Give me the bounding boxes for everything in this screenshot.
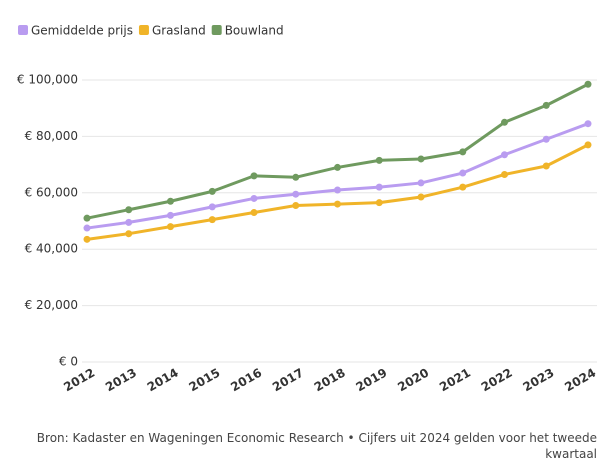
data-point (334, 163, 341, 171)
data-point (250, 209, 258, 217)
data-point (334, 200, 341, 208)
source-note: Bron: Kadaster en Wageningen Economic Re… (36, 431, 597, 461)
x-tick-label: 2022 (479, 366, 515, 395)
x-tick-label: 2023 (520, 366, 556, 395)
data-point (167, 223, 174, 231)
x-tick-label: 2018 (312, 366, 348, 395)
x-tick-label: 2021 (437, 366, 473, 395)
legend-label: Gemiddelde prijs (31, 24, 133, 38)
x-tick-label: 2015 (186, 366, 222, 395)
data-point (459, 169, 467, 177)
x-tick-label: 2016 (228, 366, 264, 395)
y-tick-label: € 100,000 (17, 73, 78, 87)
data-point (167, 197, 174, 205)
data-point (125, 230, 133, 238)
x-tick-label: 2012 (61, 366, 97, 395)
legend-swatch (211, 25, 222, 35)
data-point (501, 170, 508, 178)
x-tick-label: 2017 (270, 366, 306, 395)
data-point (584, 141, 592, 149)
data-point (125, 206, 133, 214)
x-tick-label: 2024 (562, 366, 597, 395)
data-point (83, 214, 91, 222)
x-tick-label: 2019 (353, 366, 389, 395)
data-point (250, 172, 258, 180)
data-point (83, 235, 91, 243)
data-point (417, 193, 425, 201)
y-tick-label: € 80,000 (25, 129, 78, 143)
data-point (83, 224, 91, 232)
data-point (584, 80, 592, 88)
data-point (459, 183, 467, 191)
data-point (334, 186, 341, 194)
data-point (208, 216, 216, 224)
data-point (584, 120, 592, 128)
y-tick-label: € 40,000 (25, 242, 78, 256)
data-point (125, 218, 133, 226)
x-tick-label: 2014 (145, 366, 181, 395)
x-tick-label: 2020 (395, 366, 431, 395)
data-point (250, 194, 258, 202)
data-point (167, 211, 174, 219)
x-tick-label: 2013 (103, 366, 139, 395)
legend-swatch (138, 25, 149, 35)
data-point (375, 183, 383, 191)
data-point (375, 156, 383, 164)
data-point (542, 135, 550, 143)
data-point (501, 151, 508, 159)
y-tick-label: € 20,000 (25, 298, 78, 312)
data-point (459, 148, 467, 156)
data-point (292, 201, 300, 209)
data-point (292, 173, 300, 181)
data-point (375, 199, 383, 207)
series-line (86, 122, 589, 230)
data-point (417, 155, 425, 163)
data-point (208, 187, 216, 195)
data-point (417, 179, 425, 187)
legend-swatch (18, 25, 28, 35)
legend-label: Grasland (152, 24, 206, 38)
data-point (208, 203, 216, 211)
data-point (501, 118, 508, 126)
y-tick-label: € 60,000 (25, 185, 78, 199)
y-tick-label: € 0 (59, 355, 78, 369)
legend-label: Bouwland (225, 24, 284, 38)
data-point (542, 101, 550, 109)
data-point (542, 162, 550, 170)
chart: € 0 € 20,000 € 40,000 € 60,000 € 80,000 € 100… (17, 24, 597, 395)
data-point (292, 190, 300, 198)
